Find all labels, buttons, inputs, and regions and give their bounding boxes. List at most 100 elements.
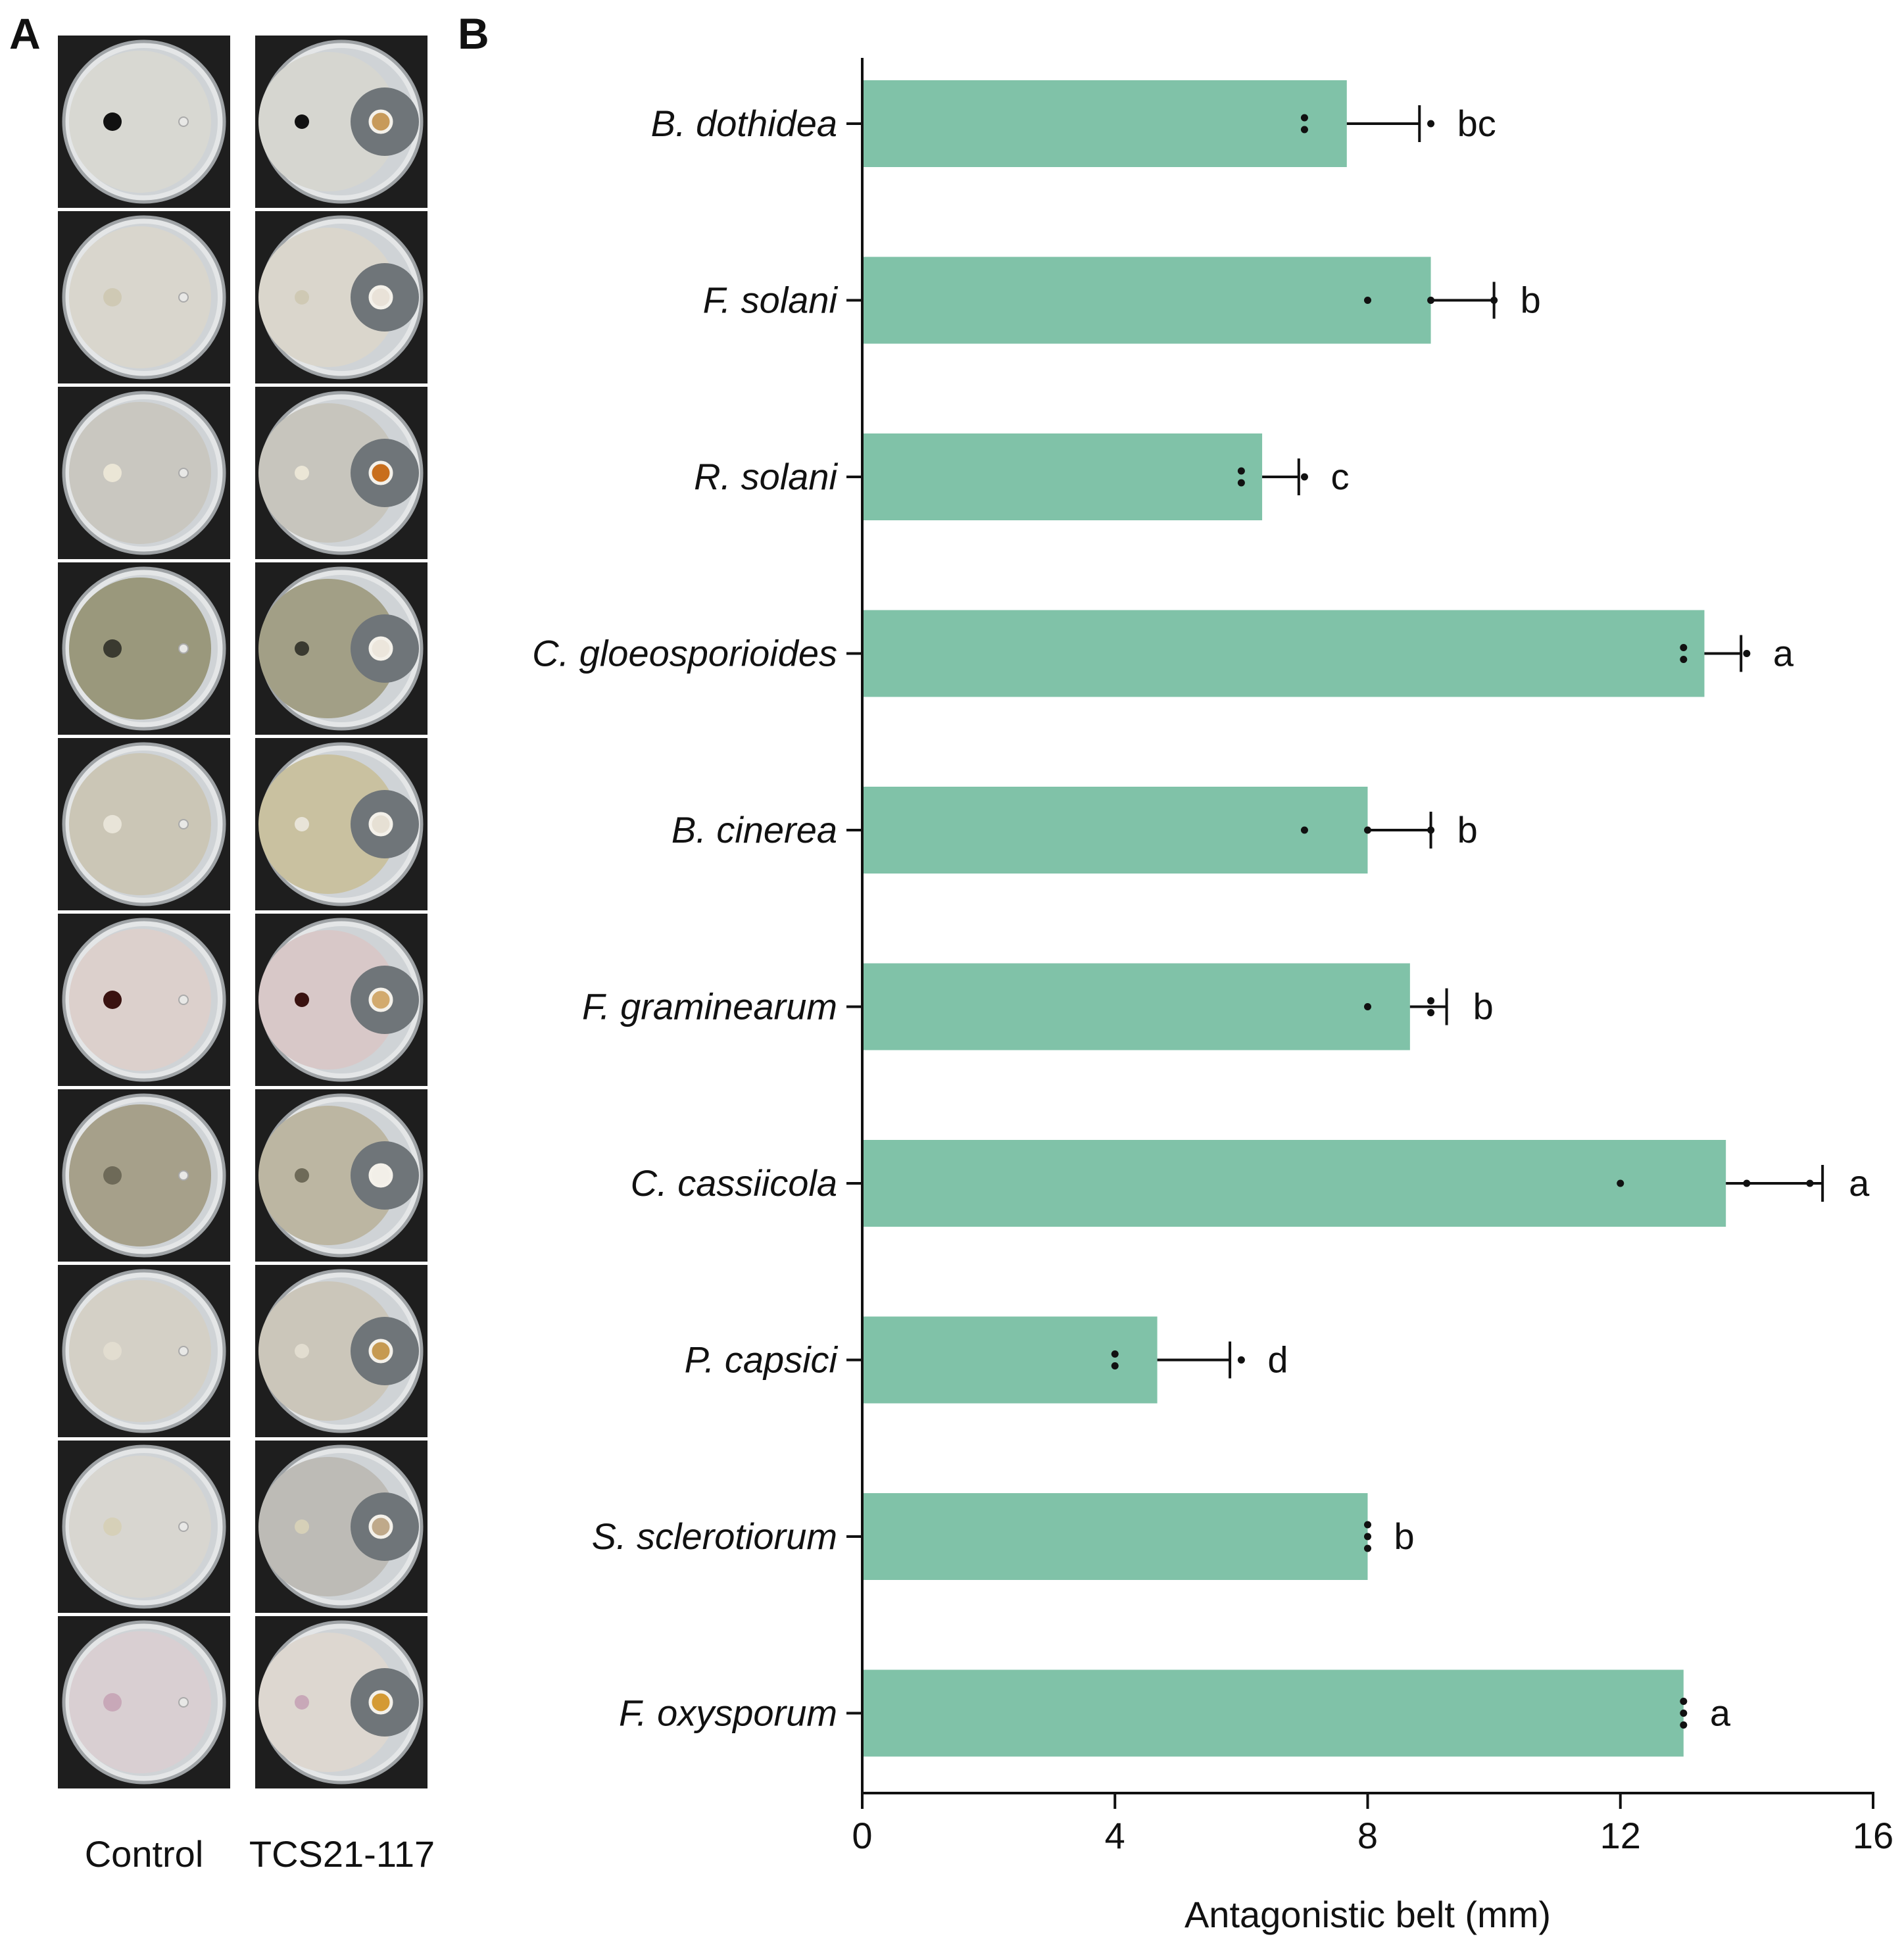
column-label-control: Control (85, 1833, 204, 1875)
column-label-tcs21-117: TCS21-117 (249, 1833, 435, 1875)
colony-center (295, 641, 309, 656)
data-point-p-capsici-0 (1111, 1350, 1119, 1358)
bar-f-oxysporum (864, 1669, 1684, 1757)
fungal-colony (258, 754, 398, 894)
colony-center (103, 1166, 122, 1185)
data-point-f-solani-2 (1490, 297, 1498, 304)
fungal-colony (69, 1631, 211, 1773)
data-point-f-oxysporum-0 (1680, 1698, 1688, 1705)
panel-b-bar-chart: 0 4 8 12 16 Antagonistic belt (mm) B. dothidea… (532, 58, 1893, 1935)
fungal-colony (258, 1457, 398, 1596)
significance-r-solani: c (1330, 456, 1349, 497)
bar-f-solani (864, 257, 1431, 344)
colony-center (295, 1344, 309, 1358)
colony-center (295, 817, 309, 831)
colony-center (103, 288, 122, 307)
bar-c-gloeosporioides (864, 610, 1705, 697)
data-point-b-dothidea-1 (1300, 126, 1308, 134)
fungal-colony (69, 1456, 211, 1598)
data-point-c-gloeosporioides-2 (1743, 650, 1751, 657)
control-well (178, 292, 189, 303)
fungal-colony (258, 1633, 398, 1772)
control-well (178, 1170, 189, 1181)
category-label-r-solani: R. solani (694, 456, 838, 497)
fungal-colony (69, 226, 211, 368)
data-point-b-dothidea-0 (1300, 114, 1308, 122)
colony-center (295, 290, 309, 305)
colony-center (295, 466, 309, 480)
data-point-f-graminearum-1 (1427, 997, 1435, 1004)
colony-center (103, 815, 122, 833)
colony-center (103, 1342, 122, 1360)
significance-s-sclerotiorum: b (1394, 1516, 1415, 1557)
category-label-f-oxysporum: F. oxysporum (619, 1692, 837, 1734)
fungal-colony (258, 1281, 398, 1421)
category-label-p-capsici: P. capsici (685, 1339, 839, 1381)
colony-center (295, 1695, 309, 1710)
data-point-r-solani-0 (1237, 467, 1245, 475)
control-well (178, 995, 189, 1005)
bar-s-sclerotiorum (864, 1493, 1368, 1580)
category-label-s-sclerotiorum: S. sclerotiorum (592, 1516, 837, 1557)
category-label-b-dothidea: B. dothidea (651, 103, 837, 144)
data-point-p-capsici-2 (1237, 1356, 1245, 1364)
x-tick-label-0: 0 (852, 1815, 872, 1856)
bacterial-well (368, 987, 393, 1012)
colony-center (295, 1519, 309, 1534)
control-well (178, 116, 189, 127)
control-well (178, 819, 189, 829)
colony-center (103, 991, 122, 1009)
colony-center (295, 1168, 309, 1183)
bar-c-cassiicola (864, 1140, 1726, 1227)
data-point-c-gloeosporioides-1 (1680, 656, 1688, 663)
significance-c-gloeosporioides: a (1773, 633, 1794, 674)
data-point-c-cassiicola-2 (1806, 1179, 1814, 1187)
bar-b-cinerea (864, 787, 1368, 874)
fungal-colony (69, 578, 211, 720)
control-well (178, 1521, 189, 1532)
data-point-s-sclerotiorum-2 (1364, 1544, 1371, 1552)
data-point-r-solani-2 (1300, 473, 1308, 481)
colony-center (295, 114, 309, 129)
bacterial-well (368, 1690, 393, 1715)
colony-center (103, 1517, 122, 1536)
fungal-colony (258, 228, 398, 367)
significance-f-graminearum: b (1473, 986, 1494, 1027)
colony-center (103, 639, 122, 658)
data-point-f-solani-0 (1364, 297, 1371, 304)
data-point-f-graminearum-0 (1364, 1003, 1371, 1010)
control-well (178, 1346, 189, 1356)
control-well (178, 468, 189, 478)
data-point-s-sclerotiorum-0 (1364, 1521, 1371, 1529)
panel-b-letter: B (458, 9, 489, 58)
data-point-s-sclerotiorum-1 (1364, 1533, 1371, 1540)
data-point-p-capsici-1 (1111, 1362, 1119, 1369)
x-tick-label-12: 12 (1600, 1815, 1641, 1856)
significance-f-oxysporum: a (1710, 1692, 1731, 1734)
bacterial-well (368, 285, 393, 310)
significance-b-dothidea: bc (1457, 103, 1496, 144)
control-well (178, 643, 189, 654)
fungal-colony (69, 402, 211, 544)
bacterial-well (368, 1339, 393, 1364)
category-label-f-solani: F. solani (703, 280, 839, 321)
bacterial-well (368, 460, 393, 485)
data-point-f-oxysporum-1 (1680, 1710, 1688, 1717)
bar-p-capsici (864, 1316, 1158, 1404)
data-point-f-graminearum-2 (1427, 1009, 1435, 1016)
category-label-c-gloeosporioides: C. gloeosporioides (532, 633, 837, 674)
data-point-c-gloeosporioides-0 (1680, 644, 1688, 651)
data-point-b-cinerea-2 (1427, 826, 1435, 834)
fungal-colony (69, 1280, 211, 1422)
significance-p-capsici: d (1267, 1339, 1288, 1381)
data-point-c-cassiicola-0 (1617, 1179, 1624, 1187)
fungal-colony (69, 929, 211, 1071)
control-well (178, 1697, 189, 1708)
panel-a-plate-images (58, 36, 427, 1788)
data-point-b-cinerea-0 (1300, 826, 1308, 834)
significance-c-cassiicola: a (1849, 1162, 1870, 1204)
x-tick-label-4: 4 (1105, 1815, 1125, 1856)
bar-r-solani (864, 433, 1263, 520)
data-point-b-cinerea-1 (1364, 826, 1371, 834)
